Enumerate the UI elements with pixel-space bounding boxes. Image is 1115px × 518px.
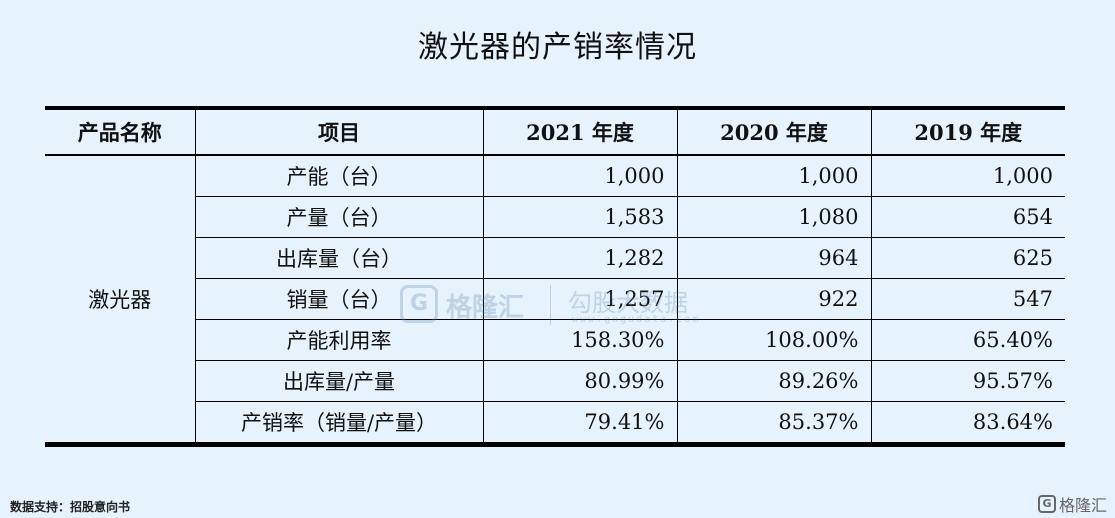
value-cell: 89.26% <box>676 360 872 402</box>
table-header-row: 产品名称 项目 2021 年度 2020 年度 2019 年度 <box>45 107 1065 156</box>
item-cell: 出库量（台） <box>195 237 484 279</box>
item-cell: 产能（台） <box>194 154 484 197</box>
corner-logo-text: 格隆汇 <box>1058 496 1107 515</box>
value-cell: 547 <box>870 278 1065 320</box>
header-item: 项目 <box>194 107 484 156</box>
table-row: 产量（台） 1,583 1,080 654 <box>45 196 1065 238</box>
item-cell: 销量（台） <box>195 278 484 320</box>
value-cell: 1,000 <box>676 154 872 197</box>
table-row: 销量（台） 1,257 922 547 <box>45 278 1065 320</box>
corner-logo: G 格隆汇 <box>1037 492 1107 516</box>
table-row: 产销率（销量/产量） 79.41% 85.37% 83.64% <box>45 401 1065 445</box>
table-row: 出库量/产量 80.99% 89.26% 95.57% <box>45 360 1065 402</box>
item-cell: 产能利用率 <box>195 319 484 361</box>
value-cell: 922 <box>676 278 872 320</box>
value-cell: 654 <box>870 196 1065 238</box>
item-cell: 产销率（销量/产量） <box>195 401 484 445</box>
product-name-cell: 激光器 <box>45 154 196 445</box>
table-row: 激光器 产能（台） 1,000 1,000 1,000 <box>45 154 1065 445</box>
table-row: 产能利用率 158.30% 108.00% 65.40% <box>45 319 1065 361</box>
value-cell: 1,282 <box>482 237 678 279</box>
value-cell: 95.57% <box>870 360 1065 402</box>
value-cell: 1,000 <box>870 154 1065 197</box>
capacity-sales-table: 产品名称 项目 2021 年度 2020 年度 2019 年度 激光器 产能（台… <box>45 106 1065 447</box>
value-cell: 1,080 <box>676 196 872 238</box>
value-cell: 65.40% <box>870 319 1065 361</box>
table-row: 出库量（台） 1,282 964 625 <box>45 237 1065 279</box>
value-cell: 108.00% <box>676 319 872 361</box>
value-cell: 158.30% <box>482 319 678 361</box>
item-cell: 产量（台） <box>195 196 484 238</box>
header-year-2020: 2020 年度 <box>676 107 872 156</box>
header-product-name: 产品名称 <box>45 107 196 156</box>
value-cell: 85.37% <box>676 401 872 445</box>
item-cell: 出库量/产量 <box>195 360 484 402</box>
value-cell: 1,257 <box>482 278 678 320</box>
header-year-2019: 2019 年度 <box>870 107 1065 156</box>
value-cell: 964 <box>676 237 872 279</box>
gelonghui-corner-icon: G <box>1037 495 1056 513</box>
value-cell: 79.41% <box>482 401 678 445</box>
value-cell: 83.64% <box>870 401 1065 445</box>
value-cell: 80.99% <box>482 360 678 402</box>
header-year-2021: 2021 年度 <box>482 107 678 156</box>
value-cell: 1,000 <box>482 154 678 197</box>
value-cell: 1,583 <box>482 196 678 238</box>
source-note: 数据支持：招股意向书 <box>10 500 131 514</box>
page-title: 激光器的产销率情况 <box>418 30 697 65</box>
value-cell: 625 <box>870 237 1065 279</box>
